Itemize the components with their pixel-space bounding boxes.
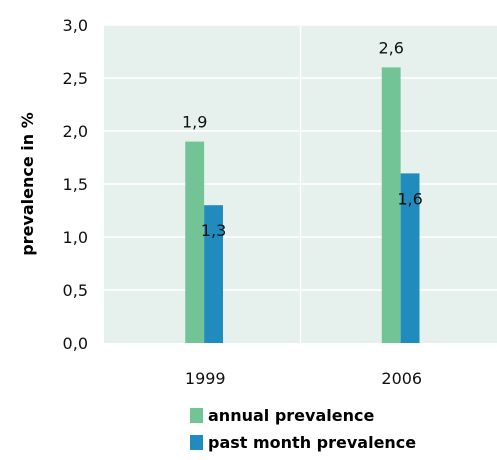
data-label: 2,6 — [378, 38, 403, 57]
bar-annual-2006 — [381, 67, 401, 344]
y-tick-label: 2,0 — [63, 122, 88, 141]
y-tick-label: 1,0 — [63, 228, 88, 247]
x-axis-ticks: 1999 2006 — [185, 369, 422, 388]
legend-swatch-past-month — [190, 435, 203, 450]
y-tick-label: 3,0 — [63, 16, 88, 35]
legend-item-past-month: past month prevalence — [190, 429, 416, 456]
data-label: 1,6 — [397, 189, 422, 208]
y-axis-label: prevalence in % — [18, 112, 37, 256]
legend-label-annual: annual prevalence — [208, 406, 375, 425]
bar-chart: 0,0 0,5 1,0 1,5 2,0 2,5 3,0 1,9 1,3 2,6 1,6 1999 2… — [18, 16, 497, 388]
gridlines — [104, 24, 497, 343]
y-tick-label: 0,5 — [63, 281, 88, 300]
bars: 1,9 1,3 2,6 1,6 — [182, 38, 423, 344]
bar-annual-1999 — [185, 141, 205, 343]
bar-past-month-1999 — [204, 205, 224, 343]
y-axis-ticks: 0,0 0,5 1,0 1,5 2,0 2,5 3,0 — [63, 16, 88, 353]
legend: annual prevalence past month prevalence — [190, 402, 416, 456]
x-tick-label: 2006 — [381, 369, 422, 388]
bar-past-month-2006 — [400, 173, 420, 343]
y-tick-label: 2,5 — [63, 69, 88, 88]
legend-item-annual: annual prevalence — [190, 402, 416, 429]
legend-label-past-month: past month prevalence — [208, 433, 417, 452]
legend-swatch-annual — [190, 408, 203, 423]
x-tick-label: 1999 — [185, 369, 226, 388]
y-tick-label: 1,5 — [63, 175, 88, 194]
y-tick-label: 0,0 — [63, 334, 88, 353]
data-label: 1,9 — [182, 113, 207, 132]
data-label: 1,3 — [201, 221, 226, 240]
